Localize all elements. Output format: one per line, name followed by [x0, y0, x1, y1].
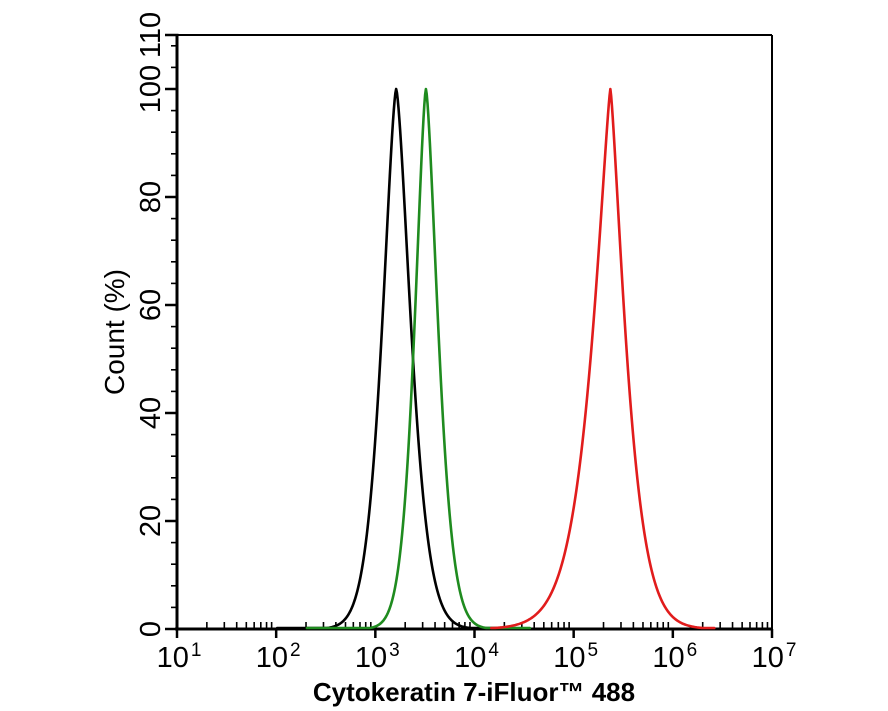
y-tick-label: 0: [135, 621, 167, 637]
y-tick-label: 100: [135, 65, 167, 113]
histogram-curves: [275, 87, 716, 630]
histogram-curve-black: [275, 87, 502, 630]
histogram-curve-green: [305, 87, 532, 630]
x-tick-label: 10 6: [652, 640, 697, 674]
histogram-curve-red: [490, 87, 716, 630]
y-axis-title: Count (%): [99, 269, 130, 395]
y-tick-label: 80: [135, 181, 167, 213]
y-tick-label: 40: [135, 397, 167, 429]
y-tick-label: 110: [135, 12, 167, 58]
x-tick-label: 10 3: [355, 640, 400, 674]
y-tick-label: 20: [135, 505, 167, 537]
plot-frame: [175, 34, 773, 631]
x-tick-label: 10 2: [256, 640, 301, 674]
x-axis-title: Cytokeratin 7-iFluor™ 488: [313, 677, 635, 707]
x-tick-label: 10 4: [454, 640, 499, 674]
y-tick-label: 60: [135, 289, 167, 321]
axis-tick-labels: 0 20 40 60 80 100 110 10 1 10 2 10 3 10 4 10 5 10 6 10 7: [135, 12, 796, 674]
axis-ticks: [165, 33, 774, 638]
x-tick-label: 10 1: [157, 640, 202, 674]
x-tick-label: 10 5: [553, 640, 598, 674]
x-tick-label: 10 7: [752, 640, 797, 674]
